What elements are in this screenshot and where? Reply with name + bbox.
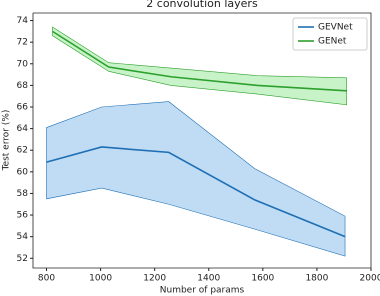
x-tick-label: 800 <box>38 274 55 284</box>
confidence-band <box>52 26 347 106</box>
y-tick-label: 54 <box>17 232 29 242</box>
x-tick-label: 1600 <box>251 274 274 284</box>
y-tick-label: 58 <box>17 189 29 199</box>
y-tick-label: 70 <box>17 59 29 69</box>
y-tick-label: 60 <box>17 167 29 177</box>
confidence-band <box>46 101 346 257</box>
x-tick-label: 1000 <box>89 274 112 284</box>
legend-label: GEVNet <box>318 23 353 33</box>
line <box>52 30 347 92</box>
x-tick-label: 1200 <box>143 274 166 284</box>
y-tick-label: 52 <box>17 254 28 264</box>
y-tick-label: 68 <box>17 81 29 91</box>
x-axis-label: Number of params <box>160 286 245 296</box>
line <box>46 146 346 238</box>
y-axis-label: Test error (%) <box>2 110 12 172</box>
chart-title: 2 convolution layers <box>146 0 258 10</box>
y-tick-label: 74 <box>17 16 29 26</box>
y-tick-label: 56 <box>17 211 29 221</box>
legend-box <box>292 17 368 51</box>
y-tick-label: 72 <box>17 38 28 48</box>
y-tick-label: 64 <box>17 124 29 134</box>
x-tick-label: 1400 <box>197 274 220 284</box>
x-tick-label: 1800 <box>305 274 328 284</box>
x-tick-label: 2000 <box>360 274 380 284</box>
y-tick-label: 66 <box>17 103 29 113</box>
legend-label: GENet <box>318 37 347 47</box>
y-tick-label: 62 <box>17 146 28 156</box>
